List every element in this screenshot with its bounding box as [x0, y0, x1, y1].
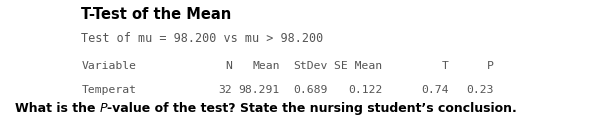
Text: 0.122: 0.122 [348, 85, 382, 95]
Text: -value of the test? State the nursing student’s conclusion.: -value of the test? State the nursing st… [107, 102, 517, 115]
Text: P: P [487, 61, 494, 71]
Text: Temperat: Temperat [81, 85, 136, 95]
Text: Variable: Variable [81, 61, 136, 71]
Text: 0.23: 0.23 [466, 85, 494, 95]
Text: 32: 32 [218, 85, 232, 95]
Text: T: T [442, 61, 448, 71]
Text: 98.291: 98.291 [238, 85, 280, 95]
Text: T-Test of the Mean: T-Test of the Mean [81, 7, 232, 22]
Text: StDev: StDev [294, 61, 328, 71]
Text: P: P [100, 102, 107, 115]
Text: 0.689: 0.689 [294, 85, 328, 95]
Text: N: N [225, 61, 232, 71]
Text: What is the: What is the [15, 102, 100, 115]
Text: SE Mean: SE Mean [334, 61, 382, 71]
Text: Mean: Mean [252, 61, 280, 71]
Text: Test of mu = 98.200 vs mu > 98.200: Test of mu = 98.200 vs mu > 98.200 [81, 32, 323, 45]
Text: 0.74: 0.74 [421, 85, 448, 95]
